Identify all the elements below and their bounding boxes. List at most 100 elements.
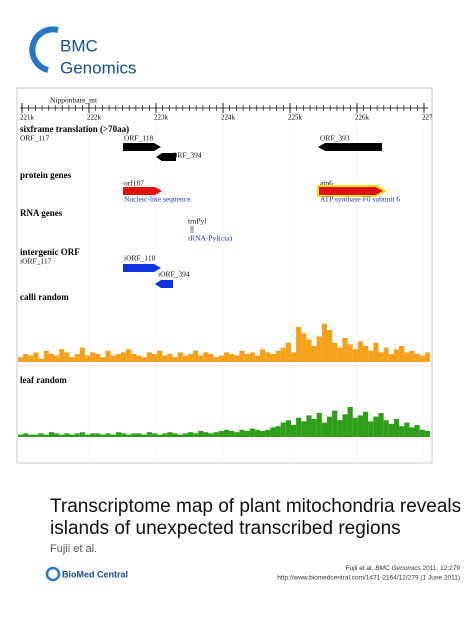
coverage-bar <box>105 350 111 362</box>
coverage-bar <box>254 355 261 362</box>
coverage-bar <box>90 433 96 437</box>
coverage-bar <box>368 350 374 362</box>
coverage-bar <box>280 347 286 362</box>
coverage-bar <box>363 346 369 362</box>
publisher: BioMed Central <box>62 569 128 579</box>
authors: Fujii et al. <box>50 543 97 555</box>
coverage-bar <box>48 432 55 437</box>
feature-label: iORF_394 <box>158 270 190 279</box>
coverage-bar <box>131 433 137 437</box>
track-title: intergenic ORF <box>20 247 80 257</box>
coverage-bar <box>321 422 327 437</box>
track-title: RNA genes <box>20 208 63 218</box>
feature-description: Nucleic-like sequence <box>124 195 191 204</box>
coverage-bar <box>182 433 188 437</box>
coverage-bar <box>193 350 199 362</box>
coverage-bar <box>378 352 384 362</box>
coverage-bar <box>172 433 178 437</box>
coverage-bar <box>33 434 39 437</box>
coverage-bar <box>146 352 152 362</box>
citation-url: http://www.biomedcentral.com/1471-2164/1… <box>277 575 460 582</box>
citation-rest: 2011, 12:279 <box>423 565 461 572</box>
ruler-label: 222k <box>87 114 102 122</box>
coverage-bar <box>193 433 199 437</box>
feature-arrow <box>123 143 161 151</box>
coverage-bar <box>177 434 183 437</box>
feature-arrow <box>317 185 388 197</box>
article-title: islands of unexpected transcribed region… <box>50 518 401 539</box>
coverage-bar <box>48 354 55 362</box>
coverage-bar <box>208 433 214 437</box>
coverage-bar <box>229 354 235 362</box>
coverage-bar <box>79 347 85 362</box>
coverage-bar <box>136 433 142 437</box>
coverage-bar <box>393 349 400 362</box>
feature-label: ORF_393 <box>320 134 350 143</box>
track-title: calli random <box>20 292 69 302</box>
coverage-bar <box>74 354 80 362</box>
coverage-bar <box>285 420 291 437</box>
coverage-bar <box>275 350 281 362</box>
coverage-bar <box>151 354 158 362</box>
track-title: leaf random <box>20 375 67 385</box>
coverage-bar <box>285 342 291 362</box>
coverage-bar <box>409 427 415 437</box>
coverage-bar <box>290 425 297 437</box>
coverage-bar <box>399 346 405 362</box>
coverage-bar <box>249 352 255 362</box>
coverage-bar <box>90 352 96 362</box>
feature-mark <box>190 226 194 233</box>
coverage-bar <box>100 434 106 437</box>
coverage-bar <box>162 355 168 362</box>
coverage-bar <box>115 432 121 437</box>
coverage-bar <box>54 355 60 362</box>
coverage-bar <box>23 354 29 362</box>
feature-label: ORF_118 <box>124 134 154 143</box>
coverage-bar <box>213 357 219 362</box>
coverage-bar <box>311 346 317 362</box>
coverage-bar <box>296 326 302 362</box>
citation: Fujii et al. BMC Genomics 2011, 12:279 <box>346 565 461 572</box>
coverage-bar <box>388 423 394 437</box>
article-title: Transcriptome map of plant mitochondria … <box>50 496 461 517</box>
logo-arc <box>29 26 59 73</box>
coverage-bar <box>121 433 127 437</box>
ruler-label: 221k <box>20 114 35 122</box>
coverage-bar <box>265 429 271 437</box>
coverage-bar <box>182 355 188 362</box>
coverage-bar <box>28 355 34 362</box>
coverage-bar <box>59 434 65 437</box>
coverage-bar <box>337 347 343 362</box>
coverage-bar <box>167 432 173 437</box>
coverage-bar <box>84 434 91 437</box>
coverage-bar <box>38 433 44 437</box>
coverage-bar <box>43 350 49 362</box>
coverage-bar <box>234 432 240 437</box>
coverage-bar <box>146 432 152 437</box>
coverage-bar <box>105 433 111 437</box>
coverage-bar <box>424 431 430 437</box>
coverage-bar <box>151 433 158 437</box>
feature-arrow <box>123 264 161 272</box>
track-title: protein genes <box>20 170 72 180</box>
coverage-bar <box>393 419 400 437</box>
coverage-bar <box>121 352 127 362</box>
coverage-bar <box>141 434 147 437</box>
coverage-bar <box>69 434 75 437</box>
coverage-bar <box>414 354 420 362</box>
coverage-bar <box>404 422 410 437</box>
feature-label: ORF_394 <box>172 151 202 160</box>
coverage-bar <box>157 434 163 437</box>
coverage-bar <box>203 432 209 437</box>
coverage-bar <box>43 434 49 437</box>
coverage-bar <box>110 355 116 362</box>
feature-arrow <box>123 187 162 195</box>
feature-arrow <box>318 143 382 151</box>
coverage-bar <box>239 350 245 362</box>
coverage-bar <box>301 421 307 437</box>
coverage-bar <box>419 429 425 437</box>
coverage-bar <box>110 434 116 437</box>
coverage-bar <box>28 434 34 437</box>
coverage-bar <box>383 420 389 437</box>
